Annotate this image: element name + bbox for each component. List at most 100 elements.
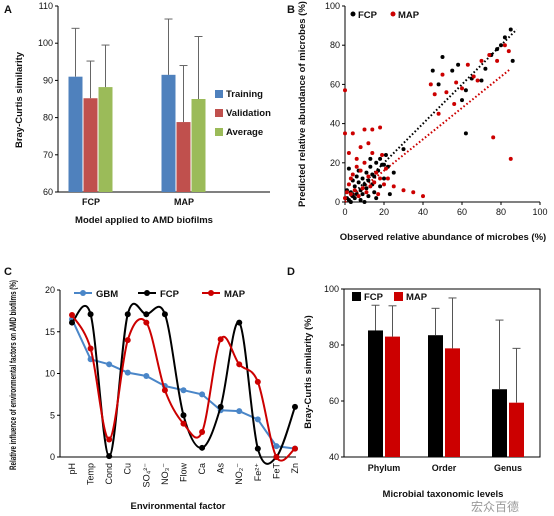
b-point-fcp <box>366 178 371 183</box>
b-legend-marker <box>390 11 396 17</box>
b-point-fcp <box>508 27 513 32</box>
b-point-fcp <box>495 47 500 52</box>
b-point-map <box>452 102 457 106</box>
b-point-map <box>362 127 367 132</box>
panel-d: 40 60 80 100 Phylum Order Genus FCP MAP Bray-Curt… <box>303 284 541 500</box>
d-category-label: Phylum <box>368 463 401 473</box>
b-point-fcp <box>382 176 386 181</box>
c-legend-marker <box>144 290 150 296</box>
b-point-map <box>440 72 445 77</box>
d-ytick-label: 100 <box>324 284 339 294</box>
b-point-fcp <box>502 35 507 40</box>
d-bar-map <box>509 402 524 457</box>
b-point-map <box>372 180 377 185</box>
b-point-map <box>343 196 347 201</box>
b-point-fcp <box>463 131 468 136</box>
b-point-fcp <box>368 156 373 161</box>
c-category-label: SO₄²⁻ <box>141 463 151 488</box>
b-point-fcp <box>378 156 383 161</box>
b-point-fcp <box>358 198 363 203</box>
c-line-fcp <box>71 302 296 465</box>
c-category-label: Fe²⁺ <box>253 463 263 482</box>
c-point-fcp <box>217 403 224 410</box>
b-ytick-label: 100 <box>325 1 340 11</box>
b-point-map <box>354 164 359 169</box>
a-ytick-label: 100 <box>38 38 53 48</box>
b-point-map <box>378 176 383 181</box>
c-point-gbm <box>236 408 243 415</box>
c-legend-label: FCP <box>160 289 180 300</box>
b-point-fcp <box>362 200 367 204</box>
d-legend-label: FCP <box>364 292 384 303</box>
c-category-label: Flow <box>178 463 188 483</box>
b-xtick-label: 60 <box>457 207 467 217</box>
d-legend-swatch <box>394 292 403 301</box>
a-legend-swatch <box>215 90 223 98</box>
c-point-map <box>69 312 75 319</box>
c-category-label: Zn <box>290 463 300 474</box>
b-xtick-label: 20 <box>379 207 389 217</box>
b-point-map <box>350 131 355 136</box>
b-y-axis-title: Predicted relative abundance of microbes… <box>297 1 308 207</box>
b-point-map <box>487 53 492 57</box>
c-point-gbm <box>124 369 131 376</box>
b-ytick-label: 60 <box>330 79 340 89</box>
c-point-map <box>106 436 113 443</box>
d-bar-map <box>445 348 460 457</box>
b-point-fcp <box>430 68 435 73</box>
a-x-axis-title: Model applied to AMD biofilms <box>75 215 213 226</box>
panel-c: 0 5 10 15 20 GBM FCP MAP pH Temp Cond Cu SO₄²⁻ NO₃⁻ Fl… <box>8 280 300 512</box>
a-bar-training <box>68 76 83 192</box>
b-point-fcp <box>372 190 377 195</box>
d-bar-fcp <box>368 330 383 457</box>
b-point-map <box>348 176 353 181</box>
b-point-fcp <box>440 54 445 59</box>
b-point-fcp <box>460 98 464 103</box>
a-ytick-label: 90 <box>43 75 53 85</box>
b-point-map <box>382 182 386 187</box>
b-point-fcp <box>463 88 468 93</box>
a-ytick-label: 60 <box>43 187 53 197</box>
c-point-map <box>199 428 206 435</box>
b-point-map <box>508 156 513 161</box>
c-point-map <box>124 337 131 344</box>
b-point-map <box>391 184 396 189</box>
panel-a: 60 70 80 90 100 110 FCP MAP Training Validation Av… <box>14 1 271 226</box>
a-bar-average <box>98 87 113 192</box>
panel-c-letter: C <box>4 266 12 278</box>
b-point-map <box>421 194 425 199</box>
b-point-map <box>491 135 496 140</box>
a-bar-validation <box>83 98 98 192</box>
panel-d-letter: D <box>287 266 295 278</box>
b-point-map <box>385 176 390 181</box>
c-point-fcp <box>124 311 131 318</box>
b-xtick-label: 100 <box>532 207 547 217</box>
a-bar-training <box>161 74 176 192</box>
c-point-fcp <box>69 319 75 326</box>
c-point-map <box>180 420 187 427</box>
c-category-label: pH <box>67 463 77 475</box>
b-point-map <box>370 127 375 132</box>
c-point-map <box>273 454 280 460</box>
d-ytick-label: 60 <box>329 396 339 406</box>
c-point-gbm <box>106 361 113 368</box>
b-point-fcp <box>499 43 503 48</box>
b-point-map <box>506 49 511 54</box>
b-point-map <box>495 58 500 63</box>
a-legend-label: Training <box>226 89 263 100</box>
b-point-map <box>370 151 375 155</box>
b-point-map <box>454 80 459 85</box>
b-legend-marker <box>350 11 356 17</box>
c-ytick-label: 20 <box>45 285 55 295</box>
b-point-map <box>380 152 385 157</box>
a-bar-average <box>191 99 206 192</box>
b-point-fcp <box>383 152 388 157</box>
d-bar-fcp <box>428 335 443 457</box>
b-point-fcp <box>368 164 373 169</box>
b-point-map <box>460 86 464 91</box>
b-point-map <box>432 92 437 97</box>
b-point-map <box>411 190 416 195</box>
b-point-fcp <box>362 182 367 187</box>
d-bar-map <box>385 336 400 457</box>
c-point-map <box>161 387 168 394</box>
